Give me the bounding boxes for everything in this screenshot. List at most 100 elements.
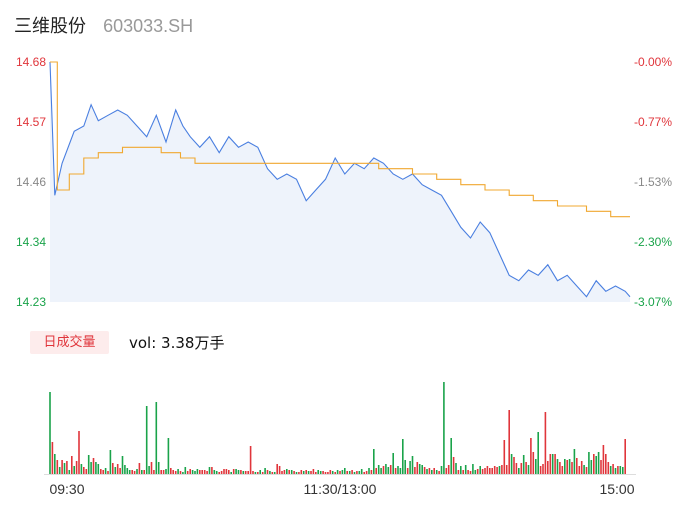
volume-bar (247, 471, 249, 474)
y-tick-left: 14.23 (16, 295, 46, 309)
volume-bar (479, 466, 481, 474)
volume-tag[interactable]: 日成交量 (30, 331, 109, 354)
volume-bar (433, 468, 435, 474)
price-line (49, 61, 631, 298)
volume-bar (336, 470, 339, 474)
volume-bar (370, 470, 373, 474)
volume-bar (568, 459, 571, 474)
volume-bar (578, 466, 581, 474)
volume-bar (551, 454, 554, 474)
volume-bar (269, 471, 271, 474)
volume-bar (288, 470, 290, 474)
volume-bar (382, 466, 385, 474)
volume-bar (583, 465, 585, 474)
volume-bar (194, 471, 196, 474)
volume-bar (90, 462, 92, 474)
volume-bar (597, 452, 600, 474)
volume-bar (431, 470, 433, 474)
volume-bar (404, 460, 406, 474)
volume-bar (141, 470, 143, 474)
volume-bar (571, 462, 573, 474)
volume-bar (119, 468, 121, 474)
y-tick-right: -0.77% (634, 115, 672, 129)
volume-bar (75, 461, 78, 474)
volume-bar (191, 470, 194, 474)
volume-bar (518, 468, 520, 474)
volume-bar (373, 449, 375, 474)
volume-bar (457, 470, 460, 474)
stock-header: 三维股份 603033.SH (14, 12, 193, 40)
volume-bar (525, 462, 527, 474)
volume-bar (148, 466, 150, 474)
volume-bar (112, 463, 114, 474)
volume-bar (83, 467, 85, 474)
volume-bar (126, 468, 129, 474)
volume-bar (469, 471, 472, 474)
volume-bar (211, 467, 213, 474)
volume-bar (266, 470, 269, 474)
volume-bar (418, 464, 421, 474)
volume-bar (80, 464, 83, 474)
volume-bar (515, 463, 518, 474)
volume-bar (49, 392, 51, 474)
volume-bar (199, 470, 201, 474)
volume-bar (462, 470, 464, 474)
volume-bar (421, 465, 423, 474)
volume-bar (249, 446, 252, 474)
volume-bar (66, 461, 68, 474)
volume-bar (351, 470, 353, 474)
volume-bar (177, 469, 179, 474)
volume-bar (109, 450, 112, 474)
volume-bar (174, 471, 177, 474)
volume-bar (71, 456, 73, 474)
volume-bar (348, 471, 351, 474)
volume-bar (455, 463, 457, 474)
volume-bar (435, 470, 438, 474)
volume-bar (244, 471, 247, 474)
volume-bar (138, 463, 141, 474)
volume-bar (114, 467, 117, 474)
volume-bar (203, 470, 206, 474)
volume-bar (365, 471, 368, 474)
volume-bar (310, 471, 312, 474)
volume-bar (409, 461, 411, 474)
volume-label: vol: 3.38万手 (129, 334, 225, 352)
volume-bar (402, 439, 404, 474)
volume-bar (261, 472, 264, 474)
volume-bar (544, 412, 547, 474)
volume-bar (58, 467, 61, 474)
volume-bar (189, 469, 191, 474)
volume-bar (170, 468, 172, 474)
volume-bar (467, 470, 469, 474)
volume-bar (276, 464, 278, 474)
volume-bar (218, 472, 220, 474)
volume-bar (624, 439, 626, 474)
volume-bar (564, 459, 566, 474)
stock-name: 三维股份 (14, 16, 86, 37)
volume-bar (220, 471, 223, 474)
volume-bar (438, 471, 440, 474)
volume-bar (377, 465, 380, 474)
volume-bar (385, 464, 387, 474)
volume-bar (360, 469, 363, 474)
volume-bar (252, 471, 254, 474)
volume-bar (143, 470, 145, 474)
volume-bar (155, 402, 158, 474)
volume-bar (131, 470, 133, 474)
volume-bar (590, 460, 593, 474)
volume-bar (617, 466, 619, 474)
volume-bar (411, 456, 414, 474)
volume-bar (179, 471, 182, 474)
volume-bar (341, 470, 344, 474)
volume-bar (585, 467, 588, 474)
volume-bar (344, 468, 346, 474)
volume-bar (225, 469, 228, 474)
volume-bar (186, 471, 189, 474)
volume-bar (63, 463, 66, 474)
volume-bar (68, 470, 71, 474)
volume-bar (498, 466, 501, 474)
volume-bar (317, 470, 319, 474)
volume-bar (576, 458, 578, 474)
volume-bar (95, 462, 97, 474)
y-tick-right: -3.07% (634, 295, 672, 309)
